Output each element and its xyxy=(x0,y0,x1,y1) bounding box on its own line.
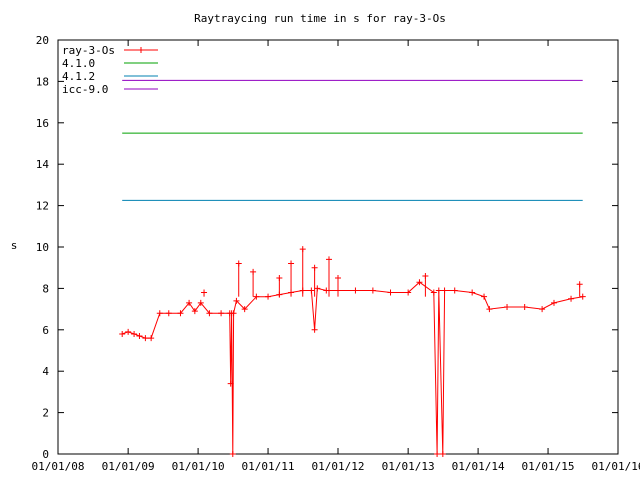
x-tick-label: 01/01/08 xyxy=(32,460,85,473)
data-point-marker xyxy=(568,295,575,302)
data-point-marker xyxy=(311,326,318,333)
data-point-marker xyxy=(504,304,511,311)
x-tick-label: 01/01/13 xyxy=(382,460,435,473)
data-point-marker xyxy=(177,310,184,317)
chart-title: Raytraycing run time in s for ray-3-Os xyxy=(194,12,446,25)
data-point-marker xyxy=(142,335,149,342)
y-tick-label: 18 xyxy=(36,75,49,88)
legend-label: ray-3-Os xyxy=(62,44,115,57)
x-tick-label: 01/01/12 xyxy=(312,460,365,473)
data-point-marker xyxy=(481,293,488,300)
data-point-marker xyxy=(253,293,260,300)
x-tick-label: 01/01/11 xyxy=(242,460,295,473)
data-point-marker xyxy=(197,299,204,306)
legend-label: icc-9.0 xyxy=(62,83,108,96)
legend-marker xyxy=(138,47,144,53)
series-line xyxy=(122,281,583,455)
data-point-marker xyxy=(314,285,321,292)
x-tick-label: 01/01/10 xyxy=(172,460,225,473)
x-tick-label: 01/01/15 xyxy=(522,460,575,473)
data-point-marker xyxy=(521,304,528,311)
data-point-marker xyxy=(405,289,412,296)
y-tick-label: 6 xyxy=(42,324,49,337)
y-tick-label: 10 xyxy=(36,241,49,254)
data-point-marker xyxy=(486,306,493,313)
y-tick-label: 12 xyxy=(36,200,49,213)
data-point-marker xyxy=(136,333,143,340)
data-point-marker xyxy=(148,335,155,342)
y-tick-label: 8 xyxy=(42,282,49,295)
data-point-marker xyxy=(439,451,446,457)
data-point-marker xyxy=(156,310,163,317)
data-point-marker xyxy=(165,310,172,317)
plot-frame xyxy=(57,39,619,455)
data-point-marker xyxy=(230,310,237,317)
y-tick-label: 20 xyxy=(36,34,49,47)
y-tick-label: 4 xyxy=(42,365,49,378)
data-point-marker xyxy=(218,310,225,317)
data-point-marker xyxy=(131,330,138,337)
data-point-marker xyxy=(233,297,240,304)
data-point-marker xyxy=(352,287,359,294)
data-point-marker xyxy=(387,289,394,296)
data-point-marker xyxy=(227,380,234,387)
y-tick-label: 16 xyxy=(36,117,49,130)
x-tick-label: 01/01/09 xyxy=(102,460,155,473)
data-point-marker xyxy=(125,328,132,335)
x-tick-label: 01/01/14 xyxy=(452,460,505,473)
data-point-marker xyxy=(191,308,198,315)
legend-label: 4.1.0 xyxy=(62,57,95,70)
data-point-marker xyxy=(416,279,423,286)
data-point-marker xyxy=(451,287,458,294)
y-tick-label: 0 xyxy=(42,448,49,461)
y-tick-label: 2 xyxy=(42,407,49,420)
data-point-marker xyxy=(441,287,448,294)
y-axis-label: s xyxy=(11,239,18,252)
data-point-marker xyxy=(119,330,126,337)
data-point-marker xyxy=(323,287,330,294)
data-point-marker xyxy=(308,287,315,294)
data-point-marker xyxy=(469,289,476,296)
data-point-marker xyxy=(434,451,441,457)
data-point-marker xyxy=(430,289,437,296)
data-point-marker xyxy=(265,293,272,300)
data-point-marker xyxy=(369,287,376,294)
data-point-marker xyxy=(579,293,586,300)
data-point-marker xyxy=(435,287,442,294)
legend-label: 4.1.2 xyxy=(62,70,95,83)
y-tick-label: 14 xyxy=(36,158,50,171)
data-point-marker xyxy=(186,299,193,306)
data-point-marker xyxy=(241,306,248,313)
data-point-marker xyxy=(206,310,213,317)
data-point-marker xyxy=(539,306,546,313)
series-0 xyxy=(119,246,586,457)
x-tick-label: 01/01/16 xyxy=(592,460,640,473)
data-point-marker xyxy=(550,299,557,306)
data-point-marker xyxy=(229,451,236,457)
